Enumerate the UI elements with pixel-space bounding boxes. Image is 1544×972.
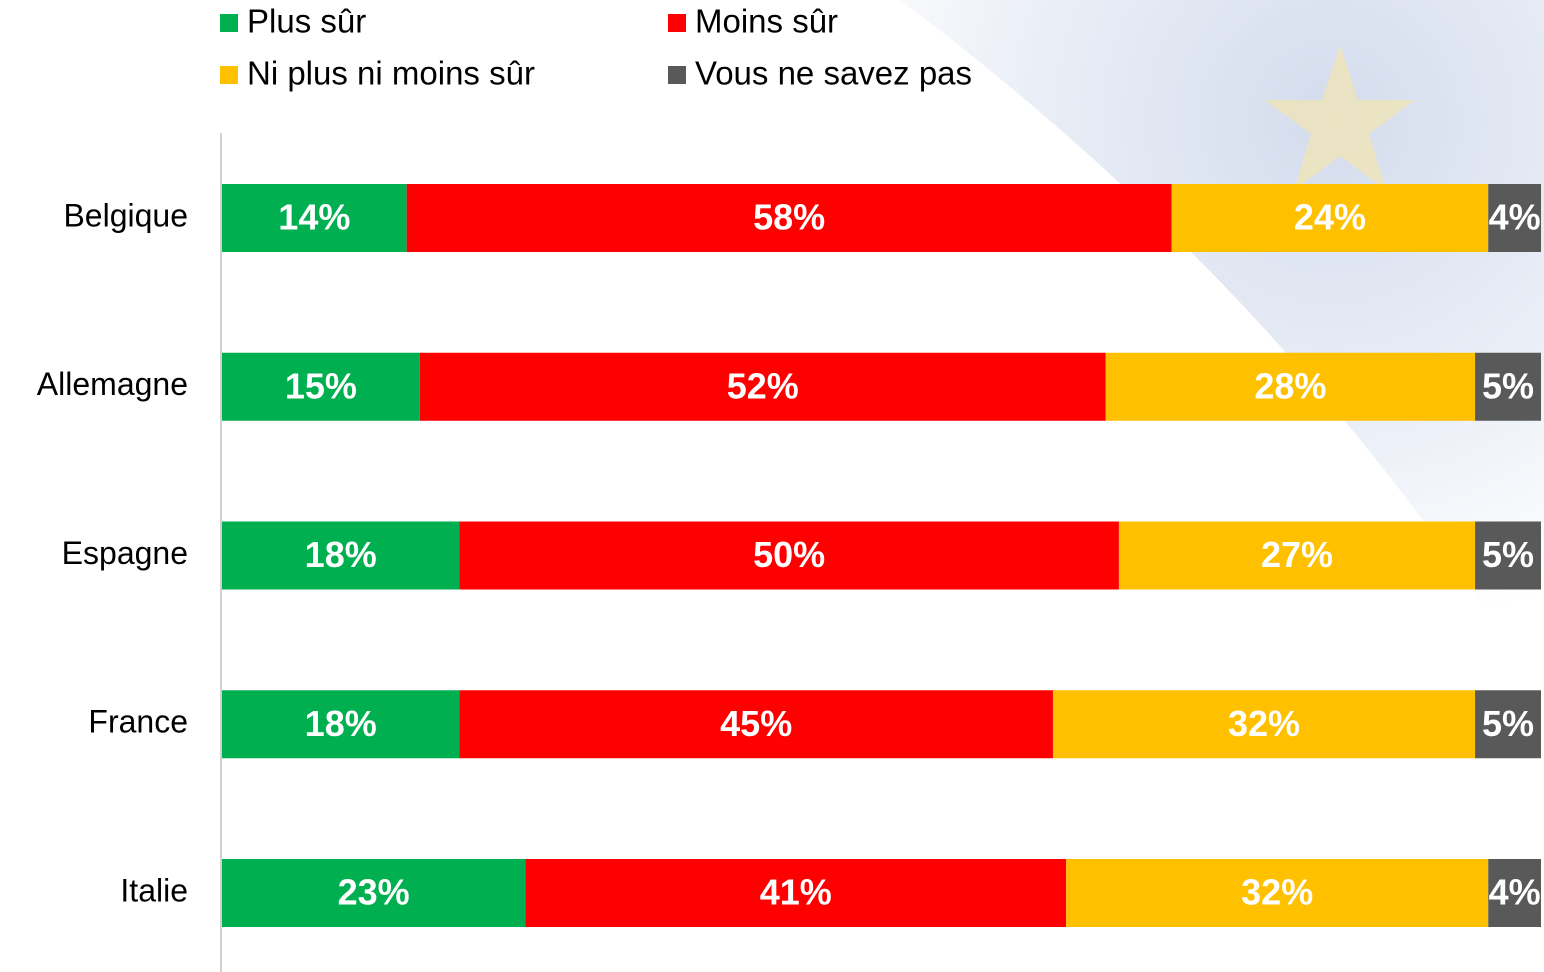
legend-label: Vous ne savez pas [695,55,972,92]
value-label: 27% [1261,534,1333,575]
value-label: 14% [278,197,350,238]
value-label: 58% [753,197,825,238]
value-label: 28% [1254,365,1326,406]
legend-label: Ni plus ni moins sûr [247,55,535,92]
value-label: 15% [285,365,357,406]
legend-swatch [220,14,238,32]
category-label: France [88,704,188,740]
value-label: 24% [1294,197,1366,238]
value-label: 5% [1482,365,1534,406]
category-label: Allemagne [37,366,188,402]
legend-swatch [668,66,686,84]
legend-label: Plus sûr [247,3,366,40]
value-label: 18% [305,534,377,575]
value-label: 4% [1489,197,1541,238]
value-label: 32% [1241,872,1313,913]
value-label: 32% [1228,703,1300,744]
page: {"chart_data": { "type": "stacked-bar-ho… [0,0,1544,972]
category-label: Belgique [63,197,188,233]
value-label: 45% [720,703,792,744]
value-label: 5% [1482,534,1534,575]
legend-swatch [668,14,686,32]
value-label: 52% [727,365,799,406]
value-label: 23% [338,872,410,913]
category-label: Italie [120,872,188,908]
value-label: 41% [760,872,832,913]
legend-swatch [220,66,238,84]
value-label: 18% [305,703,377,744]
chart: Plus sûr Moins sûr Ni plus ni moins sûr Vou… [0,0,1544,972]
value-label: 50% [753,534,825,575]
legend-label: Moins sûr [695,3,838,40]
category-label: Espagne [62,535,188,571]
value-label: 4% [1489,872,1541,913]
value-label: 5% [1482,703,1534,744]
